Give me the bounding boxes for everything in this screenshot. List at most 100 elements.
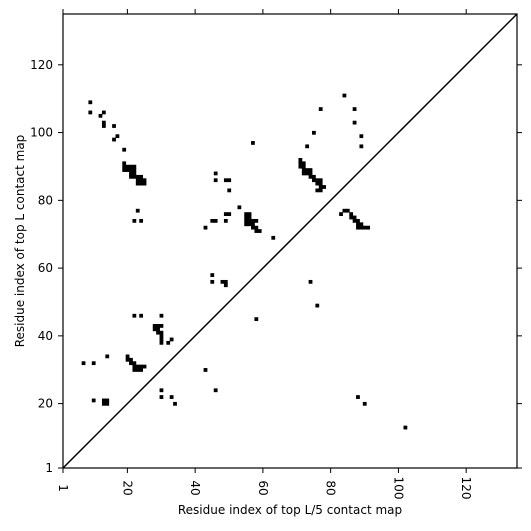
x-axis-ticks: 1 20 40 60 80 100 120: [56, 9, 473, 499]
contact-cell-upper: [247, 218, 252, 223]
contact-cell-upper: [312, 130, 316, 135]
contact-cell-lower: [173, 401, 177, 406]
contact-cell-lower: [152, 324, 157, 328]
contact-cell-upper: [244, 215, 249, 220]
contact-cell-lower: [156, 324, 160, 328]
contact-cell-upper: [247, 215, 252, 220]
contact-cell-lower: [132, 364, 137, 369]
contact-cell-upper: [254, 225, 259, 230]
plot-frame: [62, 13, 518, 469]
contact-cell-upper: [139, 174, 144, 179]
contact-cell-upper: [213, 218, 218, 223]
contact-cell-upper: [101, 120, 106, 125]
contact-cell-upper: [237, 205, 242, 210]
contact-cell-lower: [101, 401, 106, 406]
contact-cell-upper: [213, 178, 218, 183]
contact-cell-upper: [139, 178, 144, 183]
contact-cell-lower: [308, 279, 313, 284]
contact-cell-upper: [98, 113, 103, 118]
y-tick-label: 60: [38, 261, 53, 275]
contact-cell-upper: [122, 147, 127, 152]
contact-cell-lower: [203, 368, 208, 372]
contact-cell-lower: [159, 340, 164, 345]
contact-cell-lower: [210, 273, 215, 277]
contact-cell-upper: [301, 171, 306, 176]
contact-cell-upper: [318, 181, 323, 186]
contact-cell-upper: [125, 168, 130, 172]
contact-cell-lower: [223, 279, 228, 284]
y-tick-label: 40: [38, 329, 53, 343]
contact-cell-upper: [244, 212, 249, 216]
contact-cell-upper: [251, 218, 255, 223]
contact-cell-upper: [315, 188, 320, 193]
contact-cell-upper: [125, 164, 130, 169]
contact-cell-lower: [105, 398, 110, 403]
contact-cell-lower: [349, 215, 354, 220]
contact-cell-upper: [88, 110, 93, 115]
contact-cell-upper: [112, 124, 116, 128]
contact-cell-lower: [142, 364, 147, 369]
contact-cell-lower: [105, 401, 110, 406]
contact-cell-lower: [169, 337, 174, 342]
contact-cell-lower: [139, 364, 144, 369]
contact-cell-lower: [156, 327, 160, 332]
diagonal-line: [62, 13, 518, 469]
contact-cell-upper: [132, 164, 137, 169]
y-tick-label: 100: [30, 126, 53, 140]
contact-cell-lower: [315, 303, 320, 308]
contact-cell-upper: [251, 225, 255, 230]
x-tick-label: 1: [56, 484, 70, 492]
contact-cell-upper: [298, 164, 303, 169]
contact-cell-upper: [122, 161, 127, 166]
y-axis-label: Residue index of top L contact map: [13, 135, 27, 348]
contact-cell-upper: [142, 181, 147, 186]
contact-cell-lower: [362, 225, 367, 230]
contact-cell-upper: [254, 229, 259, 233]
contact-cell-lower: [139, 313, 144, 318]
contact-cell-lower: [359, 225, 364, 230]
contact-cell-upper: [342, 93, 347, 98]
contact-cell-upper: [132, 171, 137, 176]
contact-cell-upper: [122, 168, 127, 172]
contact-cell-lower: [220, 279, 225, 284]
contact-cell-upper: [271, 235, 276, 240]
contact-cell-lower: [129, 361, 133, 366]
contact-cell-upper: [322, 185, 326, 189]
contact-cell-upper: [305, 168, 310, 172]
contact-cell-lower: [132, 361, 137, 366]
contact-cell-upper: [223, 212, 228, 216]
x-tick-label: 60: [256, 480, 270, 495]
y-tick-label: 80: [38, 193, 53, 207]
contact-cell-upper: [352, 120, 357, 125]
contact-cell-lower: [339, 212, 343, 216]
contact-cell-lower: [356, 218, 360, 223]
contact-cell-upper: [139, 181, 144, 186]
contact-cell-lower: [132, 313, 137, 318]
contact-cell-upper: [318, 185, 323, 189]
contact-cell-upper: [315, 181, 320, 186]
contact-cell-upper: [315, 178, 320, 183]
contact-cell-upper: [305, 171, 310, 176]
contact-cell-upper: [223, 218, 228, 223]
contact-cell-lower: [349, 212, 354, 216]
contact-cell-upper: [227, 188, 232, 193]
contact-cell-lower: [152, 327, 157, 332]
contact-cell-lower: [139, 368, 144, 372]
contact-cell-upper: [305, 144, 310, 149]
contact-cell-lower: [356, 395, 360, 399]
contact-cell-lower: [105, 354, 110, 359]
contact-cell-lower: [159, 337, 164, 342]
x-tick-label: 20: [120, 480, 134, 495]
contact-cell-lower: [135, 364, 140, 369]
contact-cell-upper: [112, 137, 116, 142]
contact-cell-upper: [359, 144, 364, 149]
contact-cell-upper: [298, 157, 303, 162]
contact-cell-upper: [318, 178, 323, 183]
contact-cell-upper: [301, 164, 306, 169]
contact-cell-lower: [169, 395, 174, 399]
x-axis-label: Residue index of top L/5 contact map: [178, 503, 402, 517]
contact-cell-upper: [142, 178, 147, 183]
contact-cell-upper: [101, 124, 106, 128]
